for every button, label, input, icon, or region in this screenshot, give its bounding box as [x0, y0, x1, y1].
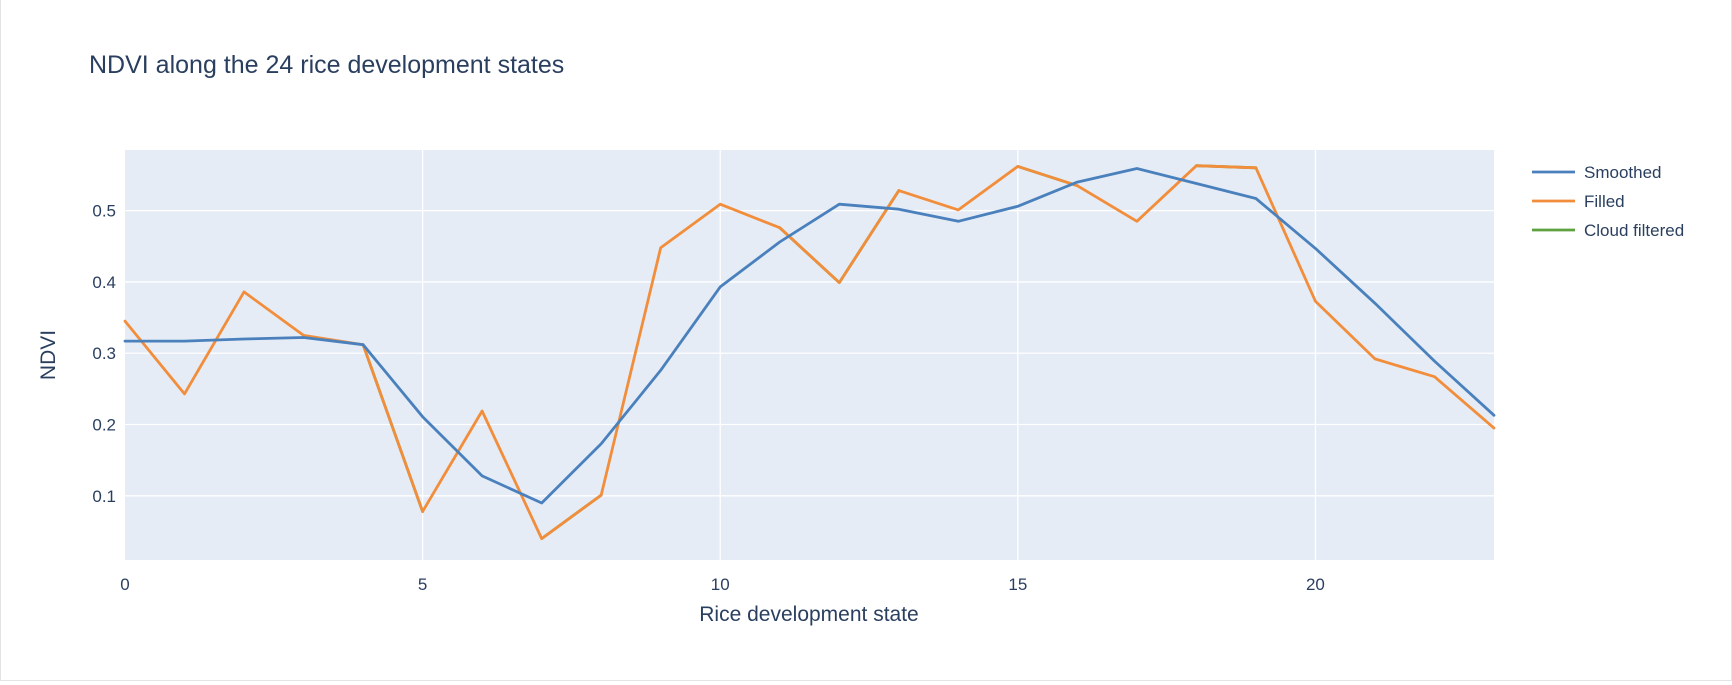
grid-lines — [125, 150, 1494, 560]
y-tick-label: 0.5 — [92, 202, 116, 221]
legend[interactable]: Smoothed Filled Cloud filtered — [1532, 163, 1684, 240]
legend-label: Cloud filtered — [1584, 221, 1684, 240]
y-tick-labels: 0.1 0.2 0.3 0.4 0.5 — [92, 202, 116, 506]
legend-item-cloud-filtered[interactable]: Cloud filtered — [1532, 221, 1684, 240]
x-tick-label: 10 — [711, 575, 730, 594]
series-line-smoothed — [123, 167, 1496, 505]
series-lines — [123, 164, 1496, 540]
x-tick-label: 20 — [1306, 575, 1325, 594]
x-tick-label: 0 — [120, 575, 129, 594]
y-tick-label: 0.4 — [92, 273, 116, 292]
x-tick-labels: 0 5 10 15 20 — [120, 575, 1325, 594]
y-tick-label: 0.1 — [92, 487, 116, 506]
x-tick-label: 5 — [418, 575, 427, 594]
legend-item-filled[interactable]: Filled — [1532, 192, 1625, 211]
y-tick-label: 0.2 — [92, 416, 116, 435]
plot-area — [125, 150, 1494, 560]
chart-title: NDVI along the 24 rice development state… — [89, 51, 564, 79]
legend-label: Smoothed — [1584, 163, 1662, 182]
y-tick-label: 0.3 — [92, 344, 116, 363]
legend-label: Filled — [1584, 192, 1625, 211]
x-tick-label: 15 — [1008, 575, 1027, 594]
x-axis-label: Rice development state — [699, 603, 918, 626]
legend-item-smoothed[interactable]: Smoothed — [1532, 163, 1662, 182]
y-axis-label: NDVI — [37, 330, 60, 380]
